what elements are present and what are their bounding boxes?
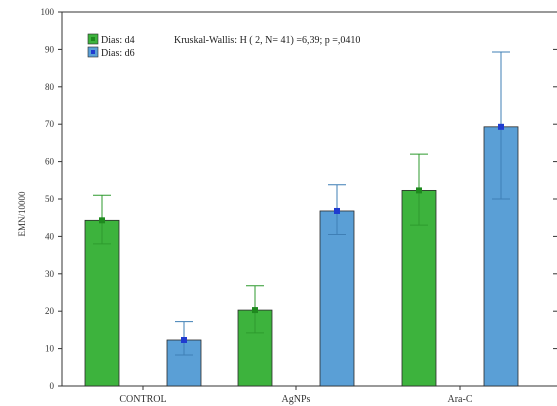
y-tick-label: 10 xyxy=(45,344,55,354)
bars xyxy=(85,127,518,386)
mean-marker xyxy=(334,208,340,214)
y-tick-label: 70 xyxy=(45,119,55,129)
bar xyxy=(85,220,119,386)
y-tick-label: 30 xyxy=(45,269,55,279)
mean-marker xyxy=(99,217,105,223)
legend-marker xyxy=(91,50,95,54)
y-tick-label: 50 xyxy=(45,194,55,204)
bar xyxy=(320,211,354,386)
kruskal-wallis-annotation: Kruskal-Wallis: H ( 2, N= 41) =6,39; p =… xyxy=(174,35,360,46)
plot-frame xyxy=(62,12,557,386)
y-tick-label: 80 xyxy=(45,82,55,92)
y-tick-label: 60 xyxy=(45,157,55,167)
bar-markers xyxy=(99,124,504,343)
x-axis: CONTROL AgNPs Ara-C xyxy=(119,386,472,405)
legend-label: Dias: d4 xyxy=(101,35,135,46)
y-tick-label: 100 xyxy=(41,7,55,17)
x-tick-label: CONTROL xyxy=(119,394,166,405)
mean-marker xyxy=(252,307,258,313)
y-tick-label: 0 xyxy=(50,381,55,391)
mean-marker xyxy=(181,337,187,343)
legend: Dias: d4 Dias: d6 xyxy=(88,34,135,59)
y-tick-label: 90 xyxy=(45,44,55,54)
legend-marker xyxy=(91,37,95,41)
y-tick-label: 20 xyxy=(45,306,55,316)
error-bars xyxy=(93,52,510,355)
y-tick-label: 40 xyxy=(45,231,55,241)
x-tick-label: Ara-C xyxy=(448,394,473,405)
mean-marker xyxy=(416,187,422,193)
legend-label: Dias: d6 xyxy=(101,48,135,59)
mean-marker xyxy=(498,124,504,130)
y-axis-title: EMN/10000 xyxy=(17,191,27,237)
x-tick-label: AgNPs xyxy=(282,394,311,405)
